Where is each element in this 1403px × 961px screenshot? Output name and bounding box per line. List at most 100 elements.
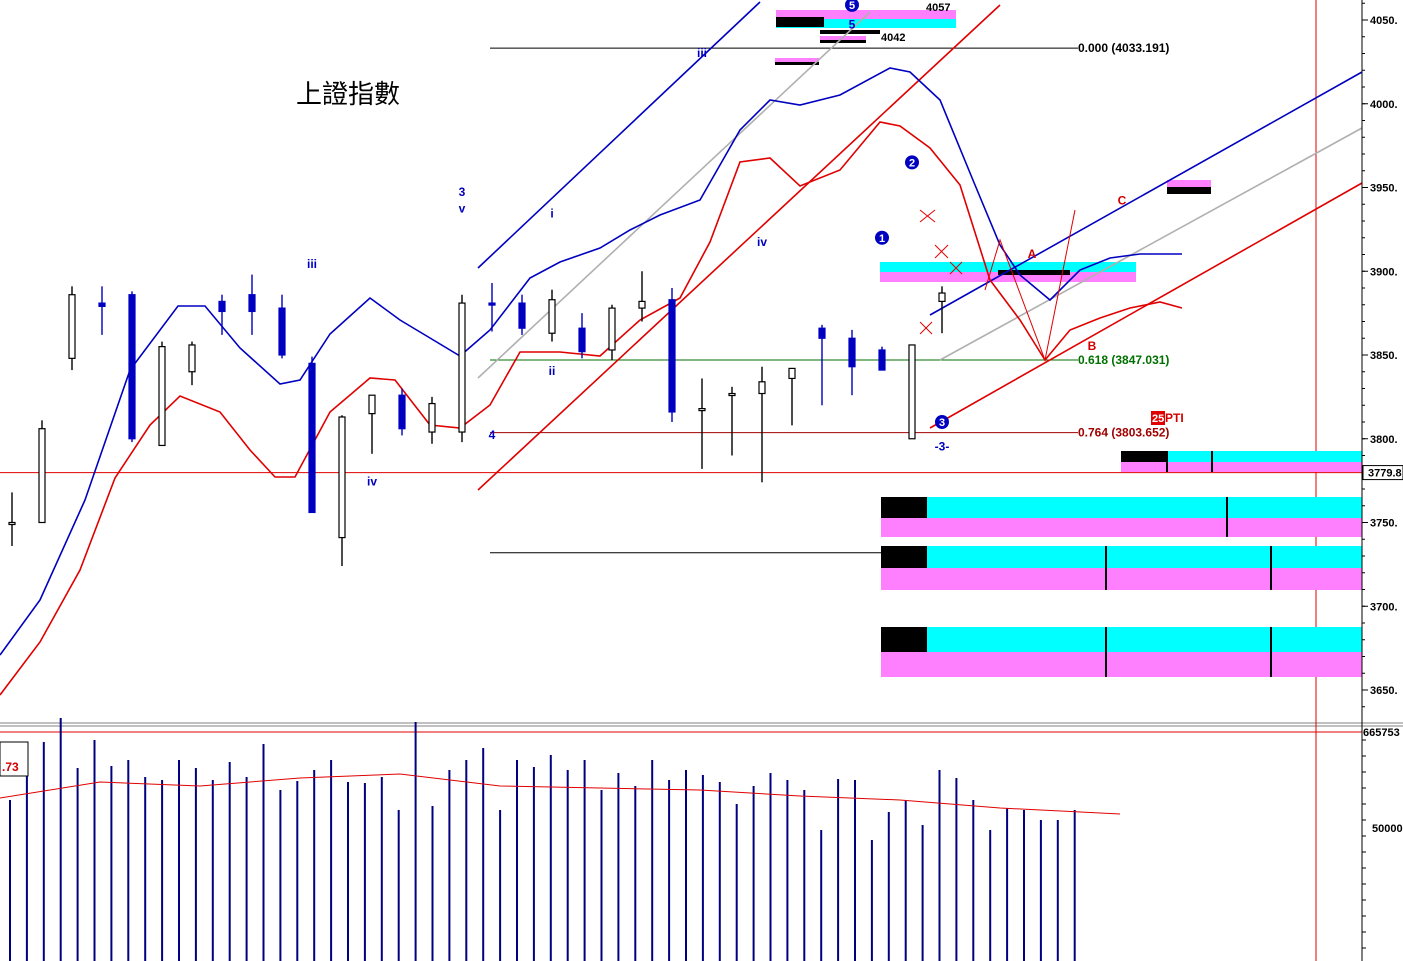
target-boxes: 4057 4042: [775, 2, 1362, 677]
lower-ma-curve: [0, 121, 1183, 696]
wave-label: 4: [489, 428, 496, 442]
wave-label: i: [550, 207, 553, 221]
circled-wave-label: 1: [879, 233, 885, 245]
price-box-label: 4042: [881, 32, 905, 44]
target-box: [881, 497, 927, 518]
circled-wave-label: 2: [909, 157, 915, 169]
fib-level-label: 0.618 (3847.031): [1078, 353, 1169, 367]
candle-body: [488, 302, 496, 306]
price-tick-label: 3900.: [1370, 266, 1398, 278]
candle-body: [728, 392, 736, 397]
target-box: [881, 652, 1362, 677]
candle-body: [458, 302, 466, 433]
candle-body: [848, 337, 856, 368]
candle-body: [398, 394, 406, 430]
circled-wave-label: 5: [849, 0, 855, 12]
candle-body: [158, 346, 166, 447]
target-box: [776, 17, 824, 27]
price-box-label: 4057: [926, 2, 950, 14]
price-tick-label: 3650.: [1370, 685, 1398, 697]
circled-wave-marker: [935, 415, 949, 429]
price-tick-label: 3850.: [1370, 350, 1398, 362]
pti-marker-box: [1151, 411, 1165, 425]
candle-body: [608, 307, 616, 351]
trend-line: [477, 1, 761, 269]
candle-body: [68, 294, 76, 359]
fib-level-label: 0.764 (3803.652): [1078, 426, 1169, 440]
target-box: [1167, 187, 1211, 194]
trend-line: [477, 4, 1001, 491]
candle-body: [818, 327, 826, 339]
target-box: [820, 40, 866, 43]
trend-lines: [0, 1, 1363, 696]
candle-body: [548, 299, 556, 334]
circled-wave-label: 3: [939, 417, 945, 429]
candle-body: [8, 521, 16, 526]
wave-label: iii: [307, 257, 317, 271]
candle-body: [938, 292, 946, 302]
candle-body: [878, 349, 886, 371]
target-box: [881, 546, 1362, 568]
price-tick-label: 4050.: [1370, 15, 1398, 27]
cross-marker: [919, 321, 933, 335]
wave-label: iv: [367, 475, 377, 489]
wave-label: 5: [849, 17, 856, 31]
volume-ma-line: [0, 773, 1121, 815]
wave-label: v: [459, 202, 466, 216]
target-box: [775, 58, 819, 63]
price-tick-label: 3950.: [1370, 183, 1398, 195]
abc-label: B: [1088, 339, 1097, 353]
wave-label: iii: [697, 46, 707, 60]
pti-marker-text: PTI: [1165, 411, 1184, 425]
target-box: [881, 627, 927, 652]
wave-label: ii: [549, 364, 556, 378]
price-tick-label: 3800.: [1370, 434, 1398, 446]
target-box: [820, 30, 880, 34]
candle-body: [788, 367, 796, 380]
volume-left-box: [0, 741, 29, 777]
cross-marker: [949, 261, 963, 275]
price-tick-label: 3700.: [1370, 601, 1398, 613]
abc-label: A: [1028, 247, 1037, 261]
price-tick-label: 3750.: [1370, 518, 1398, 530]
cross-marker: [934, 244, 949, 259]
target-box: [880, 262, 1136, 272]
candle-body: [668, 299, 676, 413]
target-box: [881, 546, 927, 568]
abc-wave-path: [984, 209, 1076, 362]
minor-label: -3-: [935, 439, 950, 453]
volume-panel: .73 665753 50000: [0, 718, 1403, 961]
candle-body: [308, 362, 316, 514]
abc-label: C: [1118, 193, 1127, 207]
candle-body: [338, 416, 346, 539]
fib-level-label: 0.000 (4033.191): [1078, 41, 1169, 55]
current-price-box: [1362, 465, 1403, 481]
circled-wave-marker: [845, 0, 859, 12]
target-box: [1121, 451, 1362, 462]
candle-body: [278, 307, 286, 356]
volume-mid-label: 50000: [1372, 823, 1403, 835]
candlesticks: [8, 271, 946, 567]
candle-body: [638, 300, 646, 309]
target-box: [776, 10, 956, 19]
circled-wave-marker: [905, 155, 919, 170]
candle-body: [368, 394, 376, 415]
target-box: [881, 497, 1362, 518]
candle-body: [908, 344, 916, 440]
trend-line: [929, 71, 1363, 316]
candle-body: [698, 408, 706, 412]
target-box: [881, 518, 1362, 537]
chart-title: 上證指數: [296, 80, 400, 110]
candle-body: [218, 300, 226, 313]
candle-body: [248, 294, 256, 313]
target-box: [1121, 462, 1362, 472]
candle-body: [428, 402, 436, 433]
target-box: [880, 272, 1136, 282]
target-box: [1121, 451, 1167, 462]
pti-marker-number: 25: [1152, 413, 1164, 425]
current-price-label: 3779.8: [1368, 468, 1402, 480]
